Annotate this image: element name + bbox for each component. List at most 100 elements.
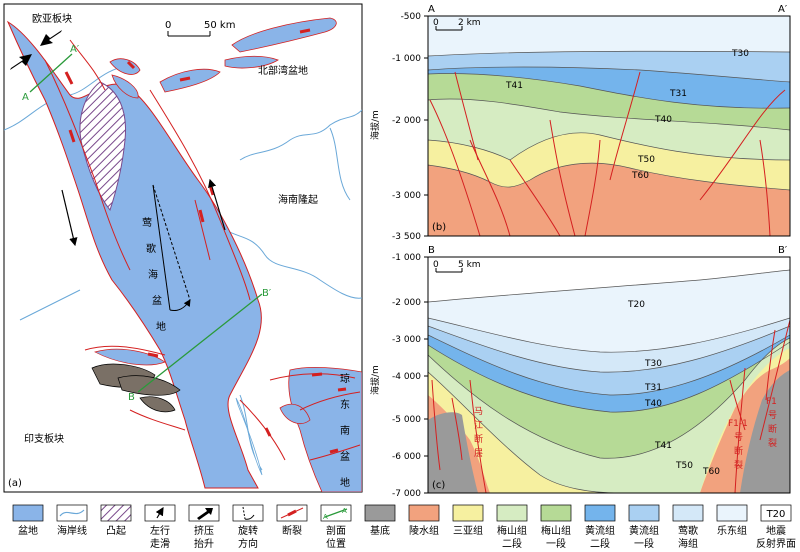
svg-text:盆: 盆 [152, 294, 162, 307]
legend-label: 二段 [590, 537, 610, 550]
y-tick: -7 000 [392, 489, 421, 499]
legend-item: 海岸线 [56, 504, 88, 537]
section-b-y-axis: -500 -1 000 -2 000 -3 000 -3 500 海拔/m [369, 12, 428, 242]
svg-text:0: 0 [433, 18, 439, 28]
legend-label: 断裂 [282, 524, 302, 537]
legend-label: 梅山组 [497, 524, 527, 537]
eurasian-plate-label: 欧亚板块 [32, 12, 72, 25]
section-c-panel-label: (c) [432, 480, 445, 491]
legend-label: 黄流组 [629, 524, 659, 537]
svg-text:东: 东 [340, 398, 350, 411]
legend-swatch [408, 504, 440, 522]
svg-text:号: 号 [768, 410, 777, 421]
svg-text:江: 江 [474, 420, 483, 431]
legend-swatch [716, 504, 748, 522]
profile-a-prime-label: A′ [70, 44, 80, 55]
reflector-label: T20 [627, 300, 645, 310]
legend-label: 凸起 [106, 525, 126, 537]
legend-item: 陵水组 [408, 504, 440, 537]
f1-1-fault-label: F1-1 号 断 裂 [728, 419, 748, 471]
legend-swatch-text: T20 [766, 509, 786, 520]
svg-text:断: 断 [734, 445, 743, 457]
section-c-reflector-labels: T20 T30 T31 T40 T41 T50 T60 [627, 300, 720, 477]
legend-label: 一段 [546, 537, 566, 550]
svg-text:地: 地 [340, 476, 350, 489]
section-b-faults [429, 71, 786, 236]
legend-label: 抬升 [194, 537, 214, 550]
section-b-left-end: A [428, 4, 435, 15]
y-tick: -500 [401, 12, 422, 22]
beibu-basin [111, 74, 139, 99]
legend-label: 反射界面 [756, 538, 796, 550]
svg-text:莺: 莺 [142, 217, 152, 229]
legend-item: 断裂 [276, 504, 308, 537]
indochina-plate-label: 印支板块 [24, 432, 64, 445]
section-c-right-end: B′ [778, 245, 788, 256]
y-axis-title: 海拔/m [369, 365, 381, 395]
section-b-scale-bar: 0 2 km [433, 18, 481, 31]
reflector-label: T41 [654, 441, 672, 451]
basin-lobe [94, 348, 166, 366]
svg-text:海: 海 [148, 268, 158, 281]
profile-b-prime-label: B′ [262, 288, 272, 299]
profile-a-label: A [22, 92, 29, 103]
rotation-indicator [152, 184, 191, 311]
beibu-basin [109, 58, 141, 75]
map-scale-bar: 0 50 km [165, 20, 235, 37]
map-panel: 0 50 km A A′ B B′ 欧亚板块 北部湾盆地 海南隆起 [3, 3, 363, 493]
basin-channel [235, 397, 263, 476]
legend-label: 三亚组 [453, 524, 483, 537]
legend-swatch [452, 504, 484, 522]
basement-body [139, 396, 176, 413]
reflector-label: T41 [505, 81, 523, 91]
legend-label: 一段 [634, 537, 654, 550]
svg-text:A: A [323, 513, 328, 521]
section-b-panel: -500 -1 000 -2 000 -3 000 -3 500 海拔/m A … [369, 4, 791, 242]
legend-label: 基底 [370, 524, 390, 537]
legend-swatch [628, 504, 660, 522]
legend-label: 地震 [766, 524, 786, 537]
coastline [329, 127, 351, 201]
y-tick: -5 000 [392, 415, 421, 425]
svg-text:地: 地 [156, 320, 166, 333]
legend-label: 位置 [326, 537, 346, 550]
legend-swatch [540, 504, 572, 522]
reflector-label: T30 [731, 49, 749, 59]
y-tick: -3 000 [392, 191, 421, 201]
coastline [239, 109, 362, 161]
y-tick: -1 000 [392, 253, 421, 263]
y-tick: -1 000 [392, 54, 421, 64]
profile-line-b: B B′ [128, 288, 272, 403]
legend-label: 挤压 [194, 524, 214, 537]
legend-swatch [364, 504, 396, 522]
scale-zero: 0 [165, 20, 171, 31]
reflector-label: T40 [654, 115, 672, 125]
legend-label: 剖面 [326, 524, 346, 537]
reflector-label: T31 [644, 383, 662, 393]
svg-text:0: 0 [433, 260, 439, 270]
section-c-y-axis: -1 000 -2 000 -3 000 -4 000 -5 000 -6 00… [369, 253, 428, 499]
yinggehai-basin-label: 莺 歌 海 盆 地 [142, 217, 166, 333]
svg-text:号: 号 [734, 432, 743, 443]
beibu-basin [231, 17, 337, 53]
profile-line-a: A A′ [22, 44, 80, 103]
svg-text:断: 断 [474, 433, 483, 445]
layer-basement [428, 412, 478, 493]
section-c-scale-bar: 0 5 km [433, 260, 481, 273]
legend-item: 盆地 [12, 504, 44, 537]
section-b-frame [427, 15, 791, 237]
f1-fault-label: F1 号 断 裂 [766, 397, 777, 449]
legend-label: 方向 [238, 537, 258, 550]
legend-label: 黄流组 [585, 524, 615, 537]
beibu-gulf-label: 北部湾盆地 [258, 64, 308, 77]
y-tick: -3 500 [392, 232, 421, 242]
legend-item: 乐东组 [716, 504, 748, 537]
layer-basement [740, 370, 790, 493]
strike-slip-arrow [61, 189, 78, 247]
svg-text:裂: 裂 [734, 460, 743, 471]
legend-swatch [232, 504, 264, 522]
